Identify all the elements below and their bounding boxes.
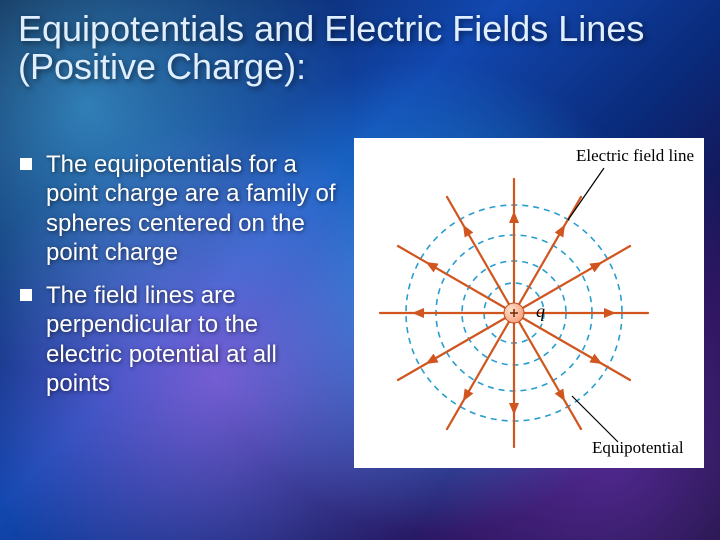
bullet-text: The field lines are perpendicular to the…: [46, 281, 340, 398]
equipotential-diagram: Electric field line Equipotential q: [354, 138, 704, 468]
label-charge-q: q: [536, 301, 545, 322]
diagram-svg: [354, 138, 704, 468]
list-item: The field lines are perpendicular to the…: [20, 281, 340, 398]
bullet-text: The equipotentials for a point charge ar…: [46, 150, 340, 267]
list-item: The equipotentials for a point charge ar…: [20, 150, 340, 267]
bullet-marker: [20, 289, 32, 301]
bullet-marker: [20, 158, 32, 170]
label-electric-field-line: Electric field line: [576, 146, 694, 166]
bullet-list: The equipotentials for a point charge ar…: [20, 150, 340, 412]
label-equipotential: Equipotential: [592, 438, 684, 458]
title-text: Equipotentials and Electric Fields Lines…: [18, 8, 644, 87]
page-title: Equipotentials and Electric Fields Lines…: [18, 10, 702, 86]
